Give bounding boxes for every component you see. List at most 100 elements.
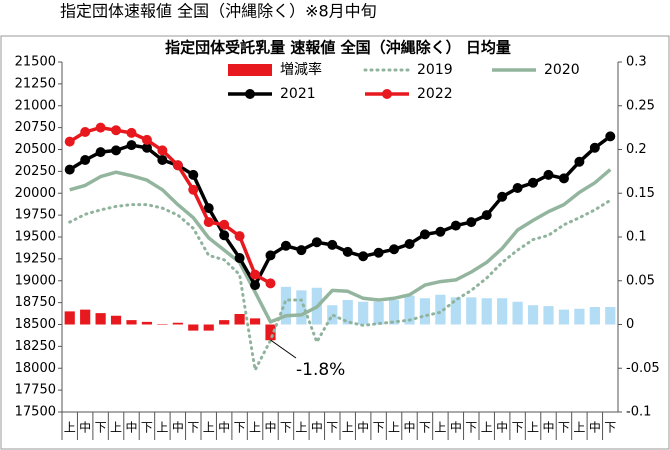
marker <box>80 127 91 137</box>
bar <box>404 295 415 325</box>
y-tick-label: 19500 <box>15 230 56 245</box>
bar <box>358 301 369 325</box>
marker <box>589 142 600 153</box>
x-tick-label: 下 <box>95 421 107 435</box>
y-tick-label: 17750 <box>15 383 56 398</box>
legend-item: 2020 <box>492 62 580 78</box>
x-tick-label: 上 <box>110 421 122 435</box>
x-tick-label: 下 <box>512 421 524 435</box>
x-tick-label: 下 <box>187 421 199 435</box>
marker <box>250 269 261 280</box>
annotation: -1.8% <box>296 360 345 380</box>
marker <box>280 240 291 251</box>
x-tick-label: 上 <box>434 421 446 435</box>
x-tick-label: 下 <box>604 421 616 435</box>
legend-item: 2021 <box>228 86 316 102</box>
bar <box>296 290 307 325</box>
x-tick-label: 上 <box>249 421 261 435</box>
marker <box>528 177 539 188</box>
marker <box>389 244 400 255</box>
annotation-line <box>270 339 297 359</box>
bar <box>172 322 183 325</box>
marker <box>157 145 168 156</box>
chart-frame <box>0 35 670 450</box>
bar <box>605 307 616 325</box>
x-tick-label: 中 <box>79 420 91 435</box>
marker <box>265 278 276 289</box>
marker <box>450 220 461 231</box>
marker <box>358 251 369 262</box>
x-tick-label: 上 <box>527 421 539 435</box>
legend-label: 2022 <box>417 86 453 102</box>
x-tick-label: 下 <box>234 421 246 435</box>
legend-label: 増減率 <box>280 61 322 78</box>
x-tick-label: 中 <box>357 420 369 435</box>
y-tick-label: 19000 <box>15 273 56 288</box>
y-tick-label: 18250 <box>15 339 56 354</box>
series-line <box>69 168 612 324</box>
x-tick-label: 下 <box>465 421 477 435</box>
y2-tick-label: 0.1 <box>626 230 647 245</box>
marker <box>111 145 122 156</box>
marker <box>172 160 183 171</box>
marker <box>419 229 430 240</box>
x-tick-label: 上 <box>573 421 585 435</box>
y-tick-label: 18500 <box>15 317 56 332</box>
marker <box>95 147 106 158</box>
legend-marker <box>245 89 255 99</box>
marker <box>543 169 554 180</box>
marker <box>64 136 75 147</box>
bar <box>558 309 570 325</box>
bar <box>110 315 122 325</box>
marker <box>203 217 214 228</box>
legend-item: 増減率 <box>228 61 322 78</box>
x-tick-label: 中 <box>403 420 415 435</box>
y-tick-label: 20250 <box>15 164 56 179</box>
bar <box>574 308 585 325</box>
bar <box>435 294 446 325</box>
y-tick-label: 20500 <box>15 142 56 157</box>
x-tick-label: 中 <box>218 420 230 435</box>
x-tick-label: 下 <box>280 421 292 435</box>
marker <box>558 173 569 184</box>
x-tick-label: 中 <box>172 420 184 435</box>
marker <box>373 247 384 258</box>
bar <box>280 286 292 325</box>
marker <box>219 230 230 241</box>
x-tick-label: 中 <box>542 420 554 435</box>
y-tick-label: 17500 <box>15 405 56 420</box>
marker <box>64 164 75 175</box>
y2-tick-label: -0.1 <box>626 405 651 420</box>
y2-tick-label: -0.05 <box>626 361 660 376</box>
bar <box>188 324 199 331</box>
y-tick-label: 18750 <box>15 295 56 310</box>
bar <box>95 313 106 325</box>
legend-marker <box>382 89 392 99</box>
y2-tick-label: 0.2 <box>626 142 647 157</box>
x-tick-label: 中 <box>311 420 323 435</box>
bar <box>388 300 400 325</box>
y-tick-label: 19750 <box>15 208 56 223</box>
legend-label: 2020 <box>544 62 580 78</box>
marker <box>234 253 245 263</box>
bar <box>342 300 353 325</box>
marker <box>141 134 152 145</box>
marker <box>574 156 585 167</box>
bar <box>249 318 261 325</box>
marker <box>497 191 508 202</box>
marker <box>203 203 214 214</box>
bar <box>589 307 600 325</box>
x-tick-label: 中 <box>589 420 601 435</box>
bar <box>141 321 153 325</box>
x-tick-label: 中 <box>496 420 508 435</box>
marker <box>188 169 199 180</box>
y2-tick-label: 0.25 <box>626 98 655 113</box>
bar <box>157 324 168 325</box>
x-tick-label: 下 <box>326 421 338 435</box>
marker <box>296 245 307 256</box>
x-tick-label: 中 <box>264 420 276 435</box>
x-tick-label: 上 <box>64 421 76 435</box>
marker <box>95 122 106 133</box>
marker <box>466 217 477 228</box>
